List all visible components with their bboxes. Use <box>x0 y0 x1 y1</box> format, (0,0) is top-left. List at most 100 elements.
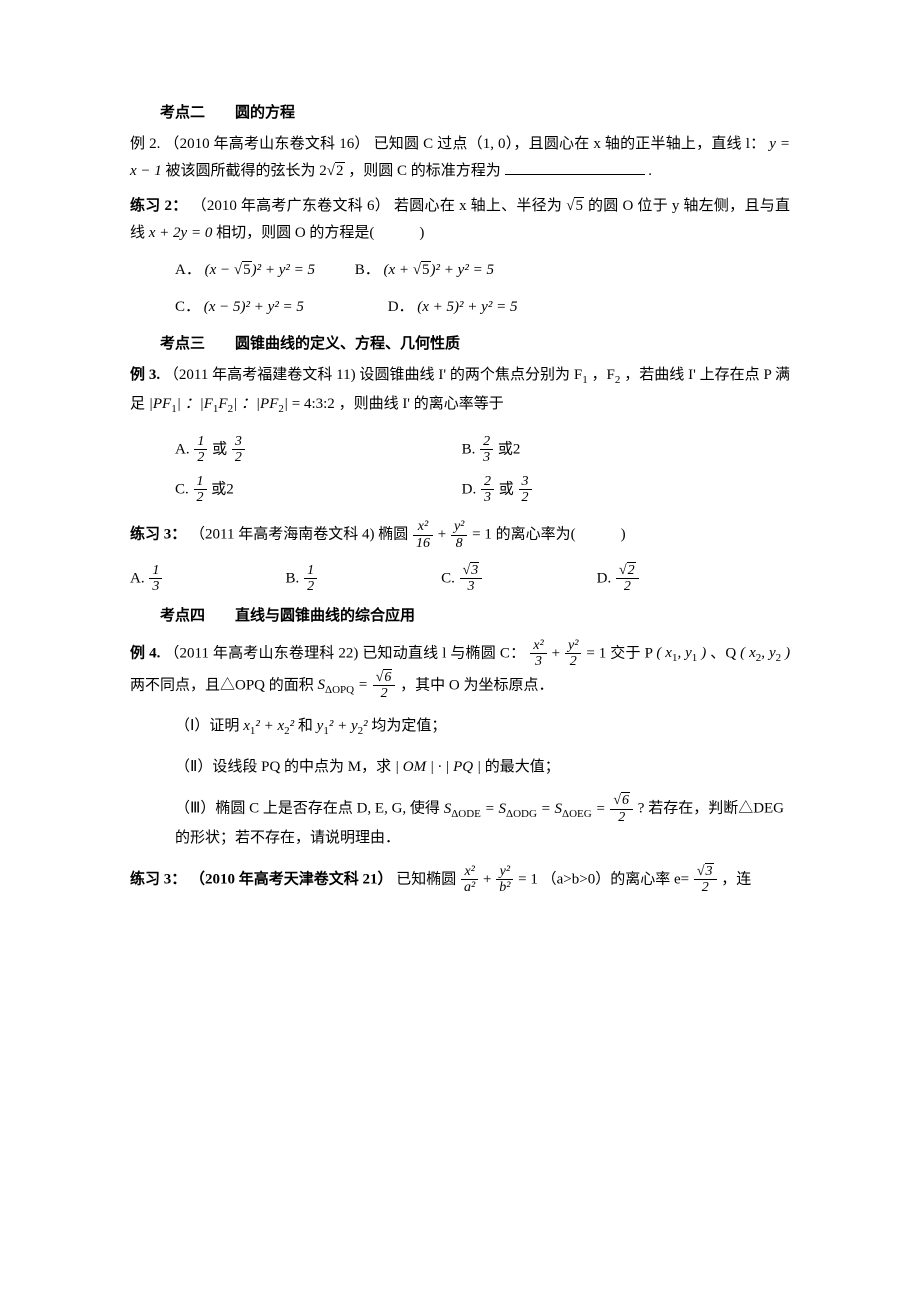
opt-a-label: A. <box>130 570 148 586</box>
ex3-abs: |PF1| ：|F1F2| ：|PF2| <box>149 396 292 412</box>
sub3-a: （Ⅲ）椭圆 C 上是否存在点 D, E, G, 使得 <box>175 801 444 817</box>
plus: + <box>438 527 450 543</box>
ex3-opt-a: A. 12 或 32 <box>175 434 458 466</box>
sqrt-sym: √ <box>413 262 421 278</box>
ex2-2sqrt2: 2√2 <box>319 162 344 179</box>
or-text: 或 <box>499 481 514 497</box>
pr2-label: 练习 2： <box>130 198 188 214</box>
sub1-eq2: y1² + y2² <box>317 718 368 734</box>
ex4-body-e: ，其中 O 为坐标原点． <box>400 677 553 693</box>
frac-1-3: 13 <box>149 563 162 595</box>
ex2-label: 例 2. <box>130 136 160 152</box>
pr2-opts-row2: C． (x − 5)² + y² = 5 D． (x + 5)² + y² = … <box>130 294 790 321</box>
ex4-para1: 例 4. （2011 年高考山东卷理科 22) 已知动直线 l 与椭圆 C： x… <box>130 638 790 702</box>
opt-b-label: B． <box>355 262 380 278</box>
ex3-opt-b: B. 23 或2 <box>462 434 745 466</box>
pr2-opt-b: B． (x + √5)² + y² = 5 <box>355 257 494 284</box>
pr3a-body-a: 椭圆 <box>378 527 412 543</box>
opt-c-label: C. <box>441 570 459 586</box>
opt-d-label: D. <box>597 570 615 586</box>
opt-a-post: )² + y² = 5 <box>252 262 315 278</box>
frac-sqrt2-2: √22 <box>616 563 639 595</box>
frac-3-2b: 32 <box>519 474 532 506</box>
eq1: = 1 <box>472 527 492 543</box>
ex4-px1y1: ( x1, y1 ) <box>656 645 706 661</box>
opt-b-post: )² + y² = 5 <box>431 262 494 278</box>
ex4-body-d: 两不同点，且△OPQ 的面积 <box>130 677 318 693</box>
ex3-opt-d: D. 23 或 32 <box>462 474 745 506</box>
frac-sqrt3-2: √32 <box>694 864 717 896</box>
pr3a-opts: A. 13 B. 12 C. √33 D. √22 <box>130 559 790 599</box>
or-text: 或 <box>212 441 227 457</box>
opt-b-label: B. <box>286 570 304 586</box>
frac-2-3b: 23 <box>481 474 494 506</box>
pr3b-para: 练习 3： （2010 年高考天津卷文科 21） 已知椭圆 x²a² + y²b… <box>130 864 790 896</box>
pr3a-opt-b: B. 12 <box>286 563 438 595</box>
ex4-src: （2011 年高考山东卷理科 22) <box>164 645 358 661</box>
ex4-qx2y2: ( x2, y2 ) <box>740 645 790 661</box>
frac-x2-3: x²3 <box>530 638 546 670</box>
opt-d-eq: (x + 5)² + y² = 5 <box>417 299 517 315</box>
pr3b-body-b: （a>b>0）的离心率 e= <box>542 871 689 887</box>
eq1: = 1 <box>518 871 538 887</box>
kp4-title: 考点四 直线与圆锥曲线的综合应用 <box>130 603 790 630</box>
frac-3-2: 32 <box>232 434 245 466</box>
ex3-body-a: 设圆锥曲线 I' 的两个焦点分别为 F <box>359 367 582 383</box>
ex3-body-d: ，则曲线 I' 的离心率等于 <box>339 396 504 412</box>
kp3-title: 考点三 圆锥曲线的定义、方程、几何性质 <box>130 331 790 358</box>
pr2-opt-d: D． (x + 5)² + y² = 5 <box>388 294 518 321</box>
sub1-eq1: x1² + x2² <box>243 718 294 734</box>
opt-c-eq: (x − 5)² + y² = 5 <box>204 299 304 315</box>
opt-c-label: C. <box>175 481 193 497</box>
opt-d-label: D. <box>462 481 480 497</box>
frac-y2-8: y²8 <box>451 519 467 551</box>
ex2-body-c: ，则圆 C 的标准方程为 <box>348 163 501 179</box>
ex2-period: . <box>648 163 652 179</box>
pr2-body-c: 相切，则圆 O 的方程是( ) <box>216 225 424 241</box>
ex4-body-b: 交于 P <box>610 645 652 661</box>
sqrt-sym: √ <box>234 262 242 278</box>
sqrt-sym: √ <box>619 563 627 578</box>
sub1-end: 均为定值； <box>371 718 446 734</box>
frac-1-2b: 12 <box>194 474 207 506</box>
pr3a-opt-a: A. 13 <box>130 563 282 595</box>
sqrt-sym: √ <box>613 793 621 808</box>
opt-a-label: A． <box>175 262 201 278</box>
frac-x2-16: x²16 <box>413 519 433 551</box>
ex2-blank <box>505 159 645 175</box>
pr2-src: （2010 年高考广东卷文科 6） <box>192 198 390 214</box>
pr2-opt-c: C． (x − 5)² + y² = 5 <box>175 294 304 321</box>
opt-a-pre: (x − <box>205 262 234 278</box>
ex2-para: 例 2. （2010 年高考山东卷文科 16） 已知圆 C 过点（1, 0），且… <box>130 131 790 185</box>
ex3-src: （2011 年高考福建卷文科 11) <box>164 367 356 383</box>
ex2-body-a: 已知圆 C 过点（1, 0），且圆心在 x 轴的正半轴上，直线 l： <box>374 136 766 152</box>
frac-sqrt6-2b: √62 <box>610 793 633 825</box>
pr3a-para: 练习 3： （2011 年高考海南卷文科 4) 椭圆 x²16 + y²8 = … <box>130 519 790 551</box>
two: 2 <box>226 481 234 497</box>
sub1-label: （Ⅰ）证明 <box>175 718 243 734</box>
frac-sqrt3-3: √33 <box>460 563 483 595</box>
frac-y2-2: y²2 <box>565 638 581 670</box>
ex3-opts: A. 12 或 32 B. 23 或2 C. 12 或 2 D. 23 或 32 <box>130 430 790 510</box>
pr2-para: 练习 2： （2010 年高考广东卷文科 6） 若圆心在 x 轴上、半径为 √5… <box>130 193 790 247</box>
ex3-label: 例 3. <box>130 367 160 383</box>
sub2-eq: | OM | · | PQ | <box>395 759 485 775</box>
ex4-body-a: 已知动直线 l 与椭圆 C： <box>362 645 525 661</box>
opt-a-label: A. <box>175 441 193 457</box>
sqrt-sym: √ <box>697 864 705 879</box>
frac-2-3: 23 <box>480 434 493 466</box>
sqrt-sym: √ <box>327 163 335 179</box>
pr3b-label: 练习 3： <box>130 871 186 887</box>
ex3-para: 例 3. （2011 年高考福建卷文科 11) 设圆锥曲线 I' 的两个焦点分别… <box>130 362 790 420</box>
opt-b-label: B. <box>462 441 480 457</box>
eq1: = 1 <box>586 645 606 661</box>
opt-c-label: C． <box>175 299 200 315</box>
pr2-body-a: 若圆心在 x 轴上、半径为 <box>394 198 566 214</box>
plus: + <box>483 871 495 887</box>
opt-b-eq: (x + √5)² + y² = 5 <box>384 261 494 278</box>
ex4-sub3: （Ⅲ）椭圆 C 上是否存在点 D, E, G, 使得 SΔODE = SΔODG… <box>130 793 790 852</box>
ex2-body-b: 被该圆所截得的弦长为 <box>166 163 320 179</box>
pr3a-opt-d: D. √22 <box>597 563 749 595</box>
sub2-end: 的最大值； <box>485 759 560 775</box>
pr3b-body-a: 已知椭圆 <box>396 871 460 887</box>
